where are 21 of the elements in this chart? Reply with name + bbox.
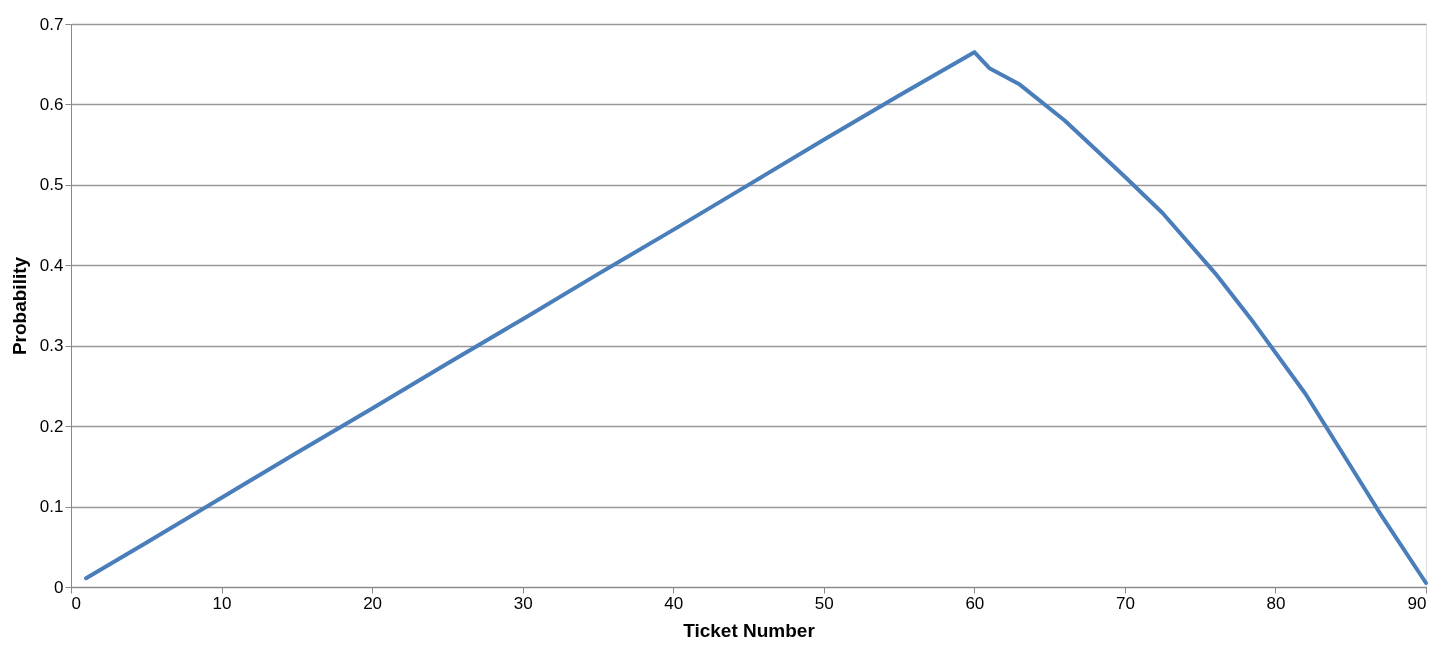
y-tick-label: 0.5: [39, 175, 64, 195]
x-tick-label: 60: [965, 593, 985, 613]
x-tick-label: 50: [814, 593, 834, 613]
x-tick-label: 70: [1115, 593, 1135, 613]
y-axis-title: Probability: [8, 256, 30, 356]
y-tick-label: 0.6: [39, 94, 64, 114]
y-tick-label: 0.4: [39, 255, 64, 275]
y-tick-label: 0.3: [39, 336, 64, 356]
y-tick-label: 0.7: [39, 14, 64, 34]
x-axis-title: Ticket Number: [683, 619, 816, 641]
x-tick-label: 20: [363, 593, 383, 613]
line-series: [84, 50, 1428, 585]
y-tick-label: 0.1: [39, 497, 64, 517]
x-tick-label: 40: [664, 593, 684, 613]
x-tick-label: 0: [71, 593, 81, 613]
x-tick-label: 10: [212, 593, 232, 613]
x-tick-label: 90: [1407, 593, 1427, 613]
y-tick-label: 0.2: [39, 416, 64, 436]
x-tick-label: 80: [1266, 593, 1286, 613]
y-tick-label: 0: [54, 577, 64, 597]
x-tick-label: 30: [513, 593, 533, 613]
